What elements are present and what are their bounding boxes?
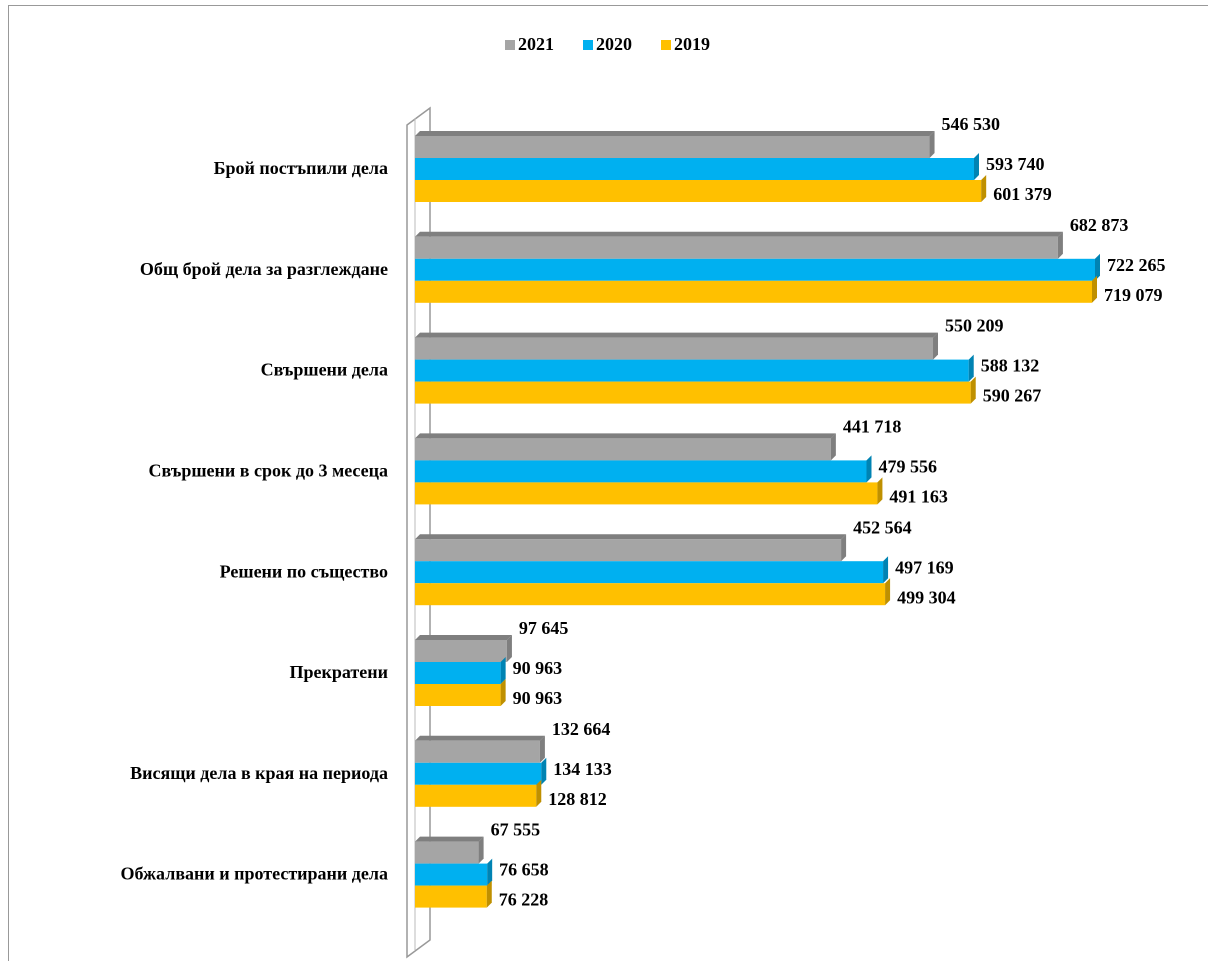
bar-top: [415, 231, 1063, 237]
legend-label: 2019: [674, 34, 710, 54]
bar: [415, 863, 488, 886]
value-label: 722 265: [1107, 255, 1166, 275]
value-label: 499 304: [897, 587, 956, 607]
bar-side: [500, 679, 506, 706]
bar: [415, 762, 542, 785]
category-label: Висящи дела в края на периода: [130, 763, 388, 783]
bar-top: [415, 534, 847, 540]
bar: [415, 258, 1095, 281]
value-label: 90 963: [513, 658, 563, 678]
value-label: 546 530: [942, 114, 1001, 134]
bar-side: [933, 332, 939, 360]
legend-label: 2021: [518, 34, 554, 54]
value-label: 588 132: [981, 356, 1039, 376]
bar: [415, 740, 540, 763]
value-label: 76 228: [499, 890, 549, 910]
value-label: 491 163: [889, 487, 948, 507]
bar-side: [885, 578, 891, 606]
bar-side: [883, 556, 889, 584]
bar-top: [415, 332, 939, 338]
bar-side: [486, 880, 492, 908]
bar: [415, 280, 1093, 303]
bar: [415, 236, 1058, 259]
bar-side: [866, 455, 872, 483]
bar-side: [929, 131, 935, 158]
value-label: 719 079: [1104, 285, 1163, 305]
value-label: 590 267: [983, 386, 1042, 406]
bar: [415, 539, 842, 562]
value-label: 441 718: [843, 417, 902, 437]
value-label: 550 209: [945, 316, 1004, 336]
bar: [415, 784, 537, 807]
value-label: 128 812: [548, 789, 607, 809]
bar-side: [841, 534, 847, 562]
bar-side: [877, 477, 883, 505]
category-label: Свършени дела: [261, 360, 388, 380]
bar-top: [415, 433, 836, 439]
bar-side: [1095, 253, 1100, 281]
bar-side: [1057, 231, 1063, 259]
bar-side: [487, 858, 493, 886]
bar: [415, 841, 479, 864]
axis-wall: [406, 106, 431, 959]
legend-swatch: [583, 40, 593, 50]
bar: [415, 561, 884, 584]
bar-side: [478, 836, 484, 864]
bar-side: [981, 175, 987, 202]
value-label: 601 379: [993, 184, 1052, 204]
bar-side: [970, 376, 976, 404]
bar-side: [830, 433, 836, 461]
value-label: 76 658: [499, 860, 549, 880]
bar: [415, 460, 867, 483]
value-label: 132 664: [552, 719, 611, 739]
value-label: 497 169: [895, 557, 954, 577]
value-label: 682 873: [1070, 215, 1129, 235]
bar-side: [500, 657, 506, 684]
value-label: 593 740: [986, 154, 1044, 174]
bar: [415, 359, 969, 382]
bar: [415, 885, 487, 908]
bar: [415, 381, 971, 404]
bar-top: [415, 836, 484, 842]
bar: [415, 180, 982, 202]
value-label: 90 963: [513, 688, 563, 708]
bar-side: [968, 354, 974, 382]
bar: [415, 438, 831, 461]
bar-top: [415, 735, 545, 741]
bar-side: [536, 779, 542, 807]
bar: [415, 136, 930, 158]
category-label: Обжалвани и протестирани дела: [120, 864, 388, 884]
bar-side: [541, 757, 547, 785]
value-label: 97 645: [519, 618, 569, 638]
value-label: 134 133: [553, 759, 612, 779]
bar-top: [415, 635, 512, 640]
chart-frame: [8, 5, 1208, 961]
bar: [415, 158, 974, 180]
category-label: Брой постъпили дела: [214, 158, 388, 178]
value-label: 452 564: [853, 517, 912, 537]
legend-swatch: [661, 40, 671, 50]
category-label: Общ брой дела за разглеждане: [140, 259, 388, 279]
bar-side: [506, 635, 512, 662]
bar: [415, 684, 501, 706]
bar-side: [973, 153, 979, 180]
category-label: Свършени в срок до 3 месеца: [149, 461, 388, 481]
bar-top: [415, 131, 935, 136]
legend-label: 2020: [596, 34, 632, 54]
bar: [415, 482, 878, 505]
bar: [415, 337, 934, 360]
bar-side: [539, 735, 545, 763]
bar: [415, 662, 501, 684]
category-label: Решени по същество: [220, 561, 388, 581]
bar: [415, 583, 886, 606]
value-label: 67 555: [491, 820, 541, 840]
bar: [415, 640, 507, 662]
legend-swatch: [505, 40, 515, 50]
value-label: 479 556: [878, 457, 937, 477]
bar-side: [1092, 275, 1098, 303]
category-label: Прекратени: [290, 662, 389, 682]
